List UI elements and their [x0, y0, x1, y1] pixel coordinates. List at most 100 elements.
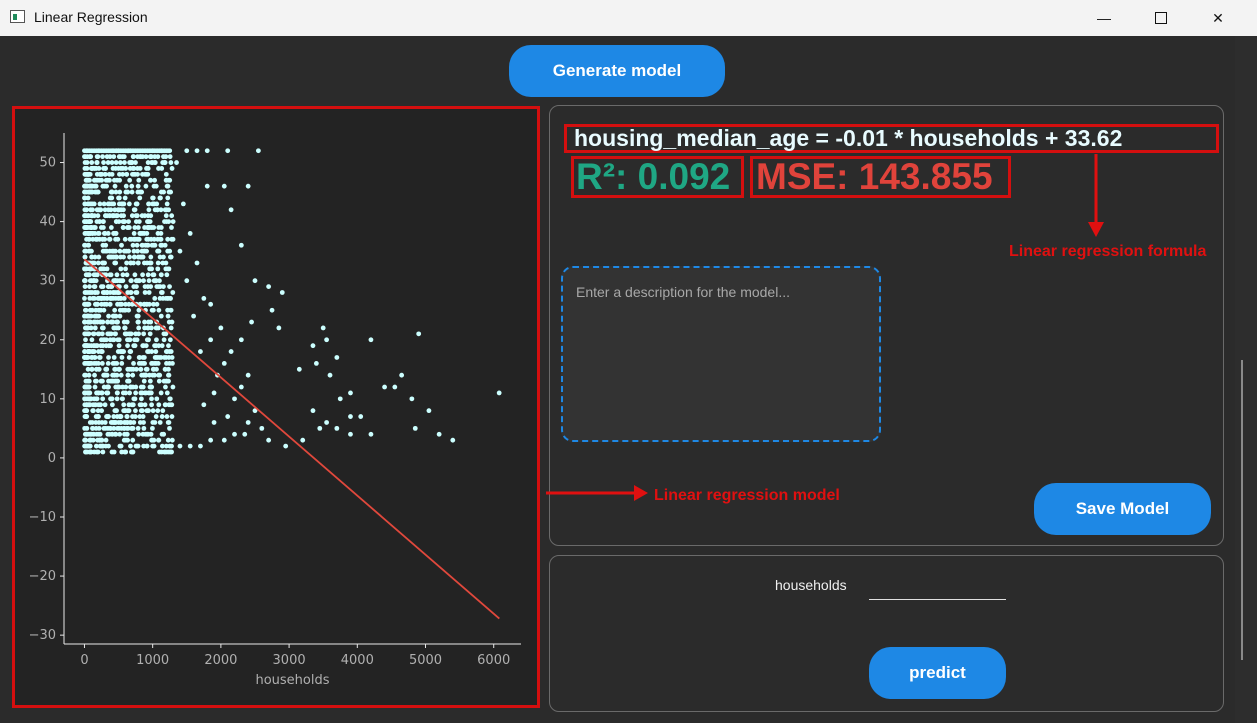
data-point — [245, 183, 251, 189]
data-point — [163, 213, 169, 219]
minimize-button[interactable]: — — [1081, 0, 1127, 36]
data-point — [187, 231, 193, 236]
data-point — [164, 201, 170, 207]
data-point — [115, 319, 120, 325]
data-point — [137, 189, 143, 195]
data-point — [101, 166, 107, 171]
data-point — [141, 331, 147, 337]
scrollbar-track[interactable] — [1235, 36, 1257, 723]
data-point — [99, 301, 104, 307]
data-point — [109, 420, 115, 425]
data-point — [198, 349, 203, 354]
data-point — [149, 307, 155, 313]
data-point — [132, 337, 138, 343]
data-point — [85, 366, 91, 372]
data-point — [117, 171, 122, 177]
data-point — [105, 390, 111, 396]
data-point — [83, 378, 89, 384]
data-point — [238, 384, 244, 390]
data-point — [412, 425, 418, 431]
data-point — [88, 219, 93, 225]
scrollbar-thumb[interactable] — [1241, 360, 1243, 660]
generate-model-button[interactable]: Generate model — [509, 45, 725, 97]
data-point — [159, 431, 165, 437]
data-point — [111, 278, 117, 284]
close-button[interactable]: ✕ — [1195, 0, 1241, 36]
data-point — [327, 372, 333, 378]
data-point — [125, 366, 131, 372]
data-point — [87, 284, 92, 289]
data-point — [136, 278, 142, 284]
data-point — [111, 154, 117, 160]
data-point — [83, 325, 89, 331]
data-point — [122, 325, 128, 331]
data-point — [150, 425, 155, 431]
maximize-button[interactable] — [1138, 0, 1184, 36]
data-point — [128, 260, 134, 266]
save-model-button[interactable]: Save Model — [1034, 483, 1211, 535]
data-point — [130, 425, 136, 431]
data-point — [157, 236, 163, 242]
data-point — [112, 307, 118, 313]
data-point — [114, 408, 119, 414]
data-point — [116, 343, 122, 349]
data-point — [98, 171, 104, 177]
data-point — [103, 366, 109, 372]
data-point — [126, 219, 131, 225]
data-point — [113, 166, 119, 171]
data-point — [97, 402, 103, 408]
data-point — [125, 372, 131, 378]
data-point — [97, 201, 103, 207]
data-point — [93, 360, 99, 366]
data-point — [137, 254, 143, 260]
data-point — [149, 360, 154, 366]
data-point — [115, 301, 120, 307]
data-point — [134, 201, 140, 207]
data-point — [105, 160, 111, 165]
data-point — [152, 160, 158, 165]
data-point — [145, 171, 151, 177]
data-point — [324, 337, 330, 343]
data-point — [106, 331, 112, 337]
data-point — [82, 254, 88, 260]
mse-score: MSE: 143.855 — [750, 156, 1011, 198]
data-point — [113, 160, 119, 165]
data-point — [143, 372, 149, 378]
data-point — [191, 313, 196, 319]
data-point — [111, 177, 117, 183]
data-point — [87, 266, 93, 272]
data-point — [174, 160, 179, 165]
data-point — [409, 396, 415, 402]
data-point — [95, 260, 101, 266]
data-point — [108, 272, 114, 278]
data-point — [88, 231, 93, 236]
data-point — [83, 372, 89, 378]
data-point — [133, 384, 139, 390]
data-point — [249, 319, 254, 325]
data-point — [133, 160, 138, 165]
data-point — [92, 290, 98, 295]
data-point — [157, 420, 163, 425]
close-icon: ✕ — [1212, 9, 1224, 26]
model-description-input[interactable] — [561, 266, 881, 442]
data-point — [104, 414, 109, 419]
data-point — [154, 325, 160, 331]
data-point — [204, 148, 210, 154]
data-point — [100, 242, 106, 248]
data-point — [334, 355, 340, 360]
data-point — [112, 313, 118, 319]
data-point — [163, 260, 169, 266]
data-point — [149, 396, 154, 402]
y-tick-label: −20 — [29, 569, 56, 584]
data-point — [368, 337, 374, 343]
predict-button[interactable]: predict — [869, 647, 1006, 699]
data-point — [116, 195, 121, 201]
households-input[interactable] — [869, 579, 1006, 600]
data-point — [169, 414, 175, 419]
data-point — [151, 272, 157, 278]
data-point — [118, 372, 124, 378]
data-point — [89, 355, 95, 360]
data-point — [113, 331, 118, 337]
data-point — [89, 225, 95, 230]
data-point — [100, 154, 105, 160]
